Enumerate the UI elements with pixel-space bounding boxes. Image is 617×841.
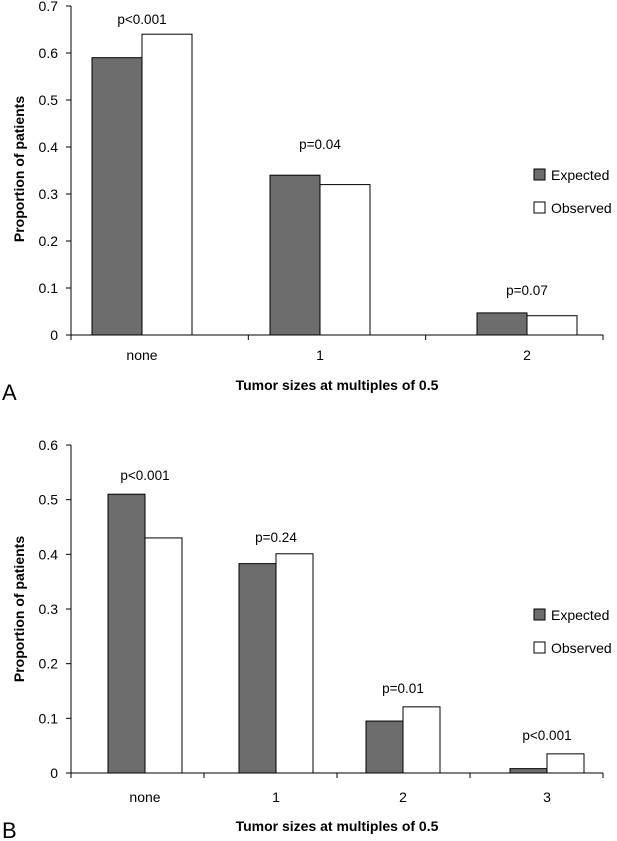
x-tick-label: 1 (316, 347, 324, 363)
bar-observed-2 (402, 706, 441, 774)
p-value-annotation: p=0.07 (506, 283, 548, 298)
y-tick-label: 0 (50, 765, 58, 781)
y-axis-title: Proportion of patients (11, 536, 27, 682)
bar-expected-3 (509, 768, 548, 774)
bar-observed-none (141, 33, 193, 336)
bar-expected-1 (238, 563, 277, 774)
x-axis-title: Tumor sizes at multiples of 0.5 (236, 818, 439, 834)
y-tick-label: 0.3 (39, 186, 59, 202)
y-tick-label: 0.6 (39, 45, 59, 61)
bar-observed-1 (319, 184, 371, 336)
x-tick-label: none (126, 347, 157, 363)
x-tick-label: 2 (399, 789, 407, 805)
legend-label-expected: Expected (551, 167, 609, 183)
legend-swatch-expected (533, 168, 546, 181)
legend-swatch-expected (533, 608, 546, 621)
p-value-annotation: p<0.001 (522, 728, 571, 743)
y-tick-label: 0.2 (39, 233, 59, 249)
y-tick-label: 0 (50, 327, 58, 343)
bar-observed-none (144, 537, 183, 774)
y-tick-label: 0.1 (39, 280, 59, 296)
chart-panel-a: 0 0.1 0.2 0.3 0.4 0.5 0.6 0.7 none p<0.001 1 p=0.04… (2, 0, 612, 405)
bar-expected-2 (365, 720, 404, 774)
legend: Expected Observed (533, 607, 612, 656)
p-value-annotation: p=0.24 (255, 530, 297, 545)
bar-expected-1 (269, 174, 321, 336)
bar-observed-3 (546, 753, 585, 774)
y-axis-title: Proportion of patients (11, 96, 27, 242)
y-tick-label: 0.1 (39, 710, 59, 726)
bar-observed-2 (526, 315, 578, 336)
bar-expected-none (107, 493, 146, 774)
y-tick-label: 0.6 (39, 437, 59, 453)
bar-expected-2 (476, 312, 528, 336)
legend-label-observed: Observed (551, 200, 612, 216)
y-tick-label: 0.3 (39, 601, 59, 617)
y-tick-label: 0.5 (39, 492, 59, 508)
y-tick-label: 0.7 (39, 0, 59, 14)
p-value-annotation: p<0.001 (117, 12, 166, 27)
chart-panel-b: 0 0.1 0.2 0.3 0.4 0.5 0.6 none p<0.001 1 p=0.24 2 p=… (2, 437, 612, 841)
y-tick-label: 0.2 (39, 656, 59, 672)
legend-swatch-observed (533, 641, 546, 654)
y-tick-label: 0.4 (39, 546, 59, 562)
legend-label-expected: Expected (551, 607, 609, 623)
x-tick-label: 2 (523, 347, 531, 363)
x-axis-title: Tumor sizes at multiples of 0.5 (236, 377, 439, 393)
bar-observed-1 (275, 553, 314, 774)
p-value-annotation: p=0.04 (299, 137, 341, 152)
panel-label: A (2, 380, 17, 405)
p-value-annotation: p<0.001 (120, 468, 169, 483)
y-tick-label: 0.4 (39, 139, 59, 155)
panel-label: B (2, 818, 17, 841)
legend: Expected Observed (533, 167, 612, 216)
bar-expected-none (91, 57, 143, 336)
x-tick-label: 1 (272, 789, 280, 805)
x-tick-label: 3 (543, 789, 551, 805)
legend-swatch-observed (533, 201, 546, 214)
p-value-annotation: p=0.01 (382, 681, 424, 696)
y-tick-label: 0.5 (39, 92, 59, 108)
legend-label-observed: Observed (551, 640, 612, 656)
x-tick-label: none (129, 789, 160, 805)
